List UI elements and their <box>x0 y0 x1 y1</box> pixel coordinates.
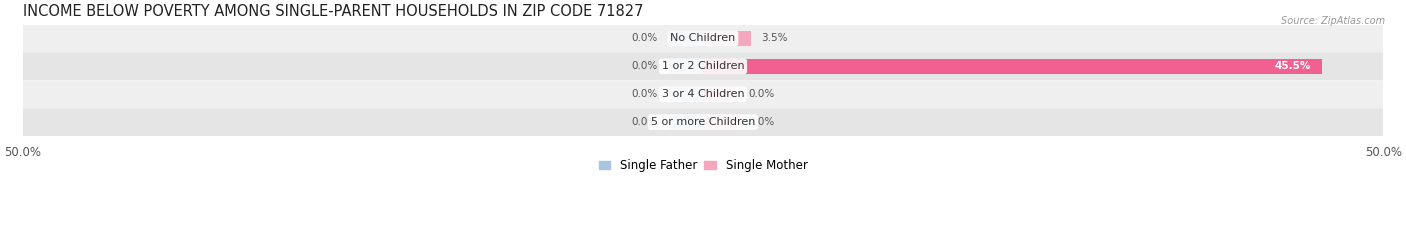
Text: 0.0%: 0.0% <box>631 61 658 71</box>
Bar <box>703 59 1322 74</box>
FancyBboxPatch shape <box>22 80 1384 108</box>
Text: 1 or 2 Children: 1 or 2 Children <box>662 61 744 71</box>
FancyBboxPatch shape <box>22 108 1384 136</box>
Text: 45.5%: 45.5% <box>1275 61 1312 71</box>
Text: Source: ZipAtlas.com: Source: ZipAtlas.com <box>1281 16 1385 26</box>
FancyBboxPatch shape <box>22 24 1384 52</box>
Text: 3.5%: 3.5% <box>762 34 787 43</box>
Text: 0.0%: 0.0% <box>748 89 775 99</box>
Bar <box>703 87 737 102</box>
Text: 3 or 4 Children: 3 or 4 Children <box>662 89 744 99</box>
Bar <box>703 31 751 46</box>
Bar <box>703 115 737 129</box>
Text: INCOME BELOW POVERTY AMONG SINGLE-PARENT HOUSEHOLDS IN ZIP CODE 71827: INCOME BELOW POVERTY AMONG SINGLE-PARENT… <box>22 4 643 19</box>
Text: 0.0%: 0.0% <box>631 117 658 127</box>
Text: No Children: No Children <box>671 34 735 43</box>
Text: 0.0%: 0.0% <box>631 89 658 99</box>
Bar <box>669 59 703 74</box>
Legend: Single Father, Single Mother: Single Father, Single Mother <box>593 155 813 177</box>
Bar <box>669 87 703 102</box>
FancyBboxPatch shape <box>22 52 1384 80</box>
Bar <box>669 31 703 46</box>
Bar <box>669 115 703 129</box>
Text: 5 or more Children: 5 or more Children <box>651 117 755 127</box>
Text: 0.0%: 0.0% <box>631 34 658 43</box>
Text: 0.0%: 0.0% <box>748 117 775 127</box>
